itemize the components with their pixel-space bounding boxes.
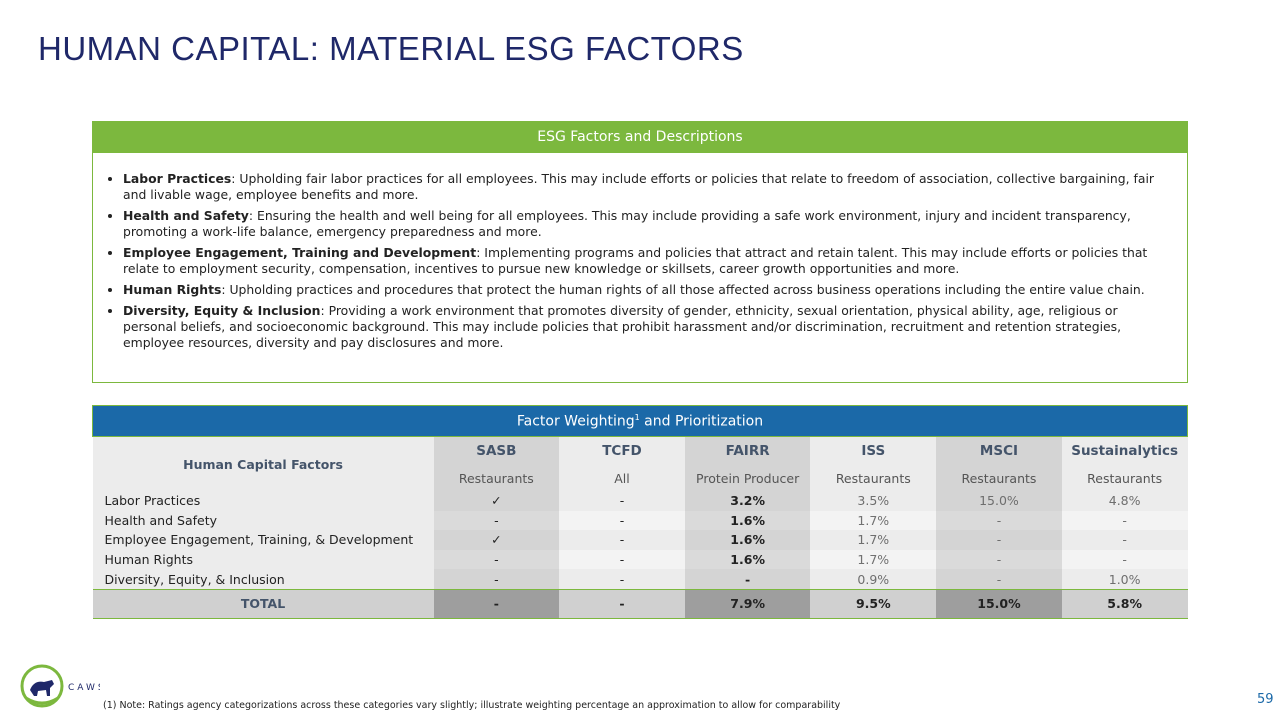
cell: 1.0% (1061, 569, 1188, 590)
total-cell: 7.9% (684, 588, 811, 619)
bullet: Diversity, Equity & Inclusion: Providing… (123, 303, 1167, 351)
bullet-text: : Providing a work environment that prom… (123, 303, 1122, 350)
total-cell: 9.5% (810, 588, 937, 619)
row-label: Labor Practices (92, 491, 434, 511)
slide-title: HUMAN CAPITAL: MATERIAL ESG FACTORS (38, 30, 744, 67)
cell: 1.7% (810, 530, 937, 550)
bullet: Human Rights: Upholding practices and pr… (123, 282, 1167, 298)
total-cell: - (559, 588, 685, 619)
cell: 0.9% (810, 569, 937, 590)
page-number: 59 (1257, 692, 1274, 707)
cell: - (433, 569, 560, 590)
total-label: TOTAL (92, 588, 434, 619)
row-label: Health and Safety (92, 510, 434, 531)
cell: 15.0% (936, 491, 1062, 511)
logo-text: CAWS (68, 683, 100, 693)
cell: ✓ (433, 491, 560, 511)
bullet-text: : Ensuring the health and well being for… (123, 208, 1131, 239)
subcolumn-header: All (559, 465, 685, 491)
cell: - (936, 549, 1062, 570)
subcolumn-header: Restaurants (433, 465, 560, 491)
header-text: Factor Weighting (516, 413, 635, 430)
column-header: ISS (810, 436, 937, 465)
cell: - (559, 569, 685, 590)
bullet-term: Employee Engagement, Training and Develo… (123, 245, 477, 260)
subcolumn-row: Restaurants All Protein Producer Restaurant… (93, 465, 1188, 491)
bullet-term: Diversity, Equity & Inclusion (123, 303, 321, 318)
bullet-term: Health and Safety (123, 208, 249, 223)
header-text: and Prioritization (644, 413, 764, 430)
total-cell: - (433, 588, 560, 619)
cell: - (1061, 510, 1188, 531)
column-row: Human Capital Factors SASB TCFD FAIRR ISS MSC… (92, 436, 1188, 491)
cell: - (936, 569, 1062, 590)
bullet-term: Human Rights (123, 282, 222, 297)
data-row: Human Rights - -1.6% 1.7% - - (92, 549, 1188, 570)
subcolumn-header: Restaurants (1061, 465, 1188, 491)
cell: 3.5% (810, 491, 937, 511)
cell: ✓ (433, 530, 560, 550)
cell: 4.8% (1061, 491, 1188, 511)
bullet-term: Labor Practices (123, 171, 232, 186)
cell: - (559, 530, 685, 550)
cell: 1.6% (684, 510, 811, 531)
total-cell: 15.0% (936, 588, 1062, 619)
table-header: Factor Weighting1 and Prioritization (92, 405, 1188, 437)
column-header: TCFD (559, 436, 685, 465)
row-header: Human Capital Factors (92, 436, 434, 491)
cell: - (433, 549, 560, 570)
factors-box: ESG Factors and Descriptions Labor Pract… (92, 121, 1188, 383)
data-row: Labor Practices ✓ -3.2% 3.5% 15.0% 4.8% (92, 491, 1188, 511)
logo-grass (25, 696, 59, 705)
box-header: ESG Factors and Descriptions (93, 122, 1187, 153)
column-header: MSCI (936, 436, 1062, 465)
data-row: Diversity, Equity, & Inclusion - - -0.9% -1.… (92, 569, 1188, 590)
weighting-table: Factor Weighting1 and Prioritization Huma… (92, 405, 1188, 619)
subcolumn-header: Restaurants (936, 465, 1062, 491)
column-header: Sustainalytics (1061, 436, 1188, 465)
cell: 3.2% (684, 491, 811, 511)
cell: - (559, 510, 685, 531)
bullet: Labor Practices: Upholding fair labor pr… (123, 171, 1167, 203)
logo: CAWS (20, 664, 100, 708)
cell: - (684, 569, 811, 590)
logo-ring (20, 664, 64, 708)
data-row: Health and Safety - -1.6% 1.7% - - (92, 510, 1188, 531)
header-sup: 1 (634, 412, 640, 422)
cell: 1.7% (810, 510, 937, 531)
column-header: FAIRR (684, 436, 811, 465)
bullet-text: : Upholding fair labor practices for all… (123, 171, 1155, 202)
cell: - (1061, 530, 1188, 550)
cell: - (936, 510, 1062, 531)
bullet: Employee Engagement, Training and Develo… (123, 245, 1167, 277)
row-label: Human Rights (92, 549, 434, 570)
total-row: TOTAL - -7.9% 9.5% 15.0% 5.8% (92, 588, 1188, 619)
column-header: SASB (433, 436, 560, 465)
cell: 1.6% (684, 530, 811, 550)
bullet-text: : Upholding practices and procedures tha… (221, 282, 1145, 297)
table-header-row: Factor Weighting1 and Prioritization (92, 405, 1188, 437)
bullet-text: : Implementing programs and policies tha… (123, 245, 1148, 276)
cell: 1.6% (684, 549, 811, 570)
cell: - (559, 549, 685, 570)
cell: - (559, 491, 685, 511)
logo-animal (30, 680, 54, 696)
subcolumn-header: Protein Producer (684, 465, 811, 491)
cell: 1.7% (810, 549, 937, 570)
subcolumn-header: Restaurants (810, 465, 937, 491)
cell: - (936, 530, 1062, 550)
footnote: (1) Note: Ratings agency categorizations… (103, 700, 841, 711)
data-row: Employee Engagement, Training, & Develop… (92, 530, 1188, 550)
row-label: Diversity, Equity, & Inclusion (92, 569, 434, 590)
bullet-list: Labor Practices: Upholding fair labor pr… (109, 171, 1167, 351)
total-cell: 5.8% (1061, 588, 1188, 619)
bullet: Health and Safety: Ensuring the health a… (123, 208, 1167, 240)
cell: - (433, 510, 560, 531)
cell: - (1061, 549, 1188, 570)
row-label: Employee Engagement, Training, & Develop… (92, 530, 434, 550)
